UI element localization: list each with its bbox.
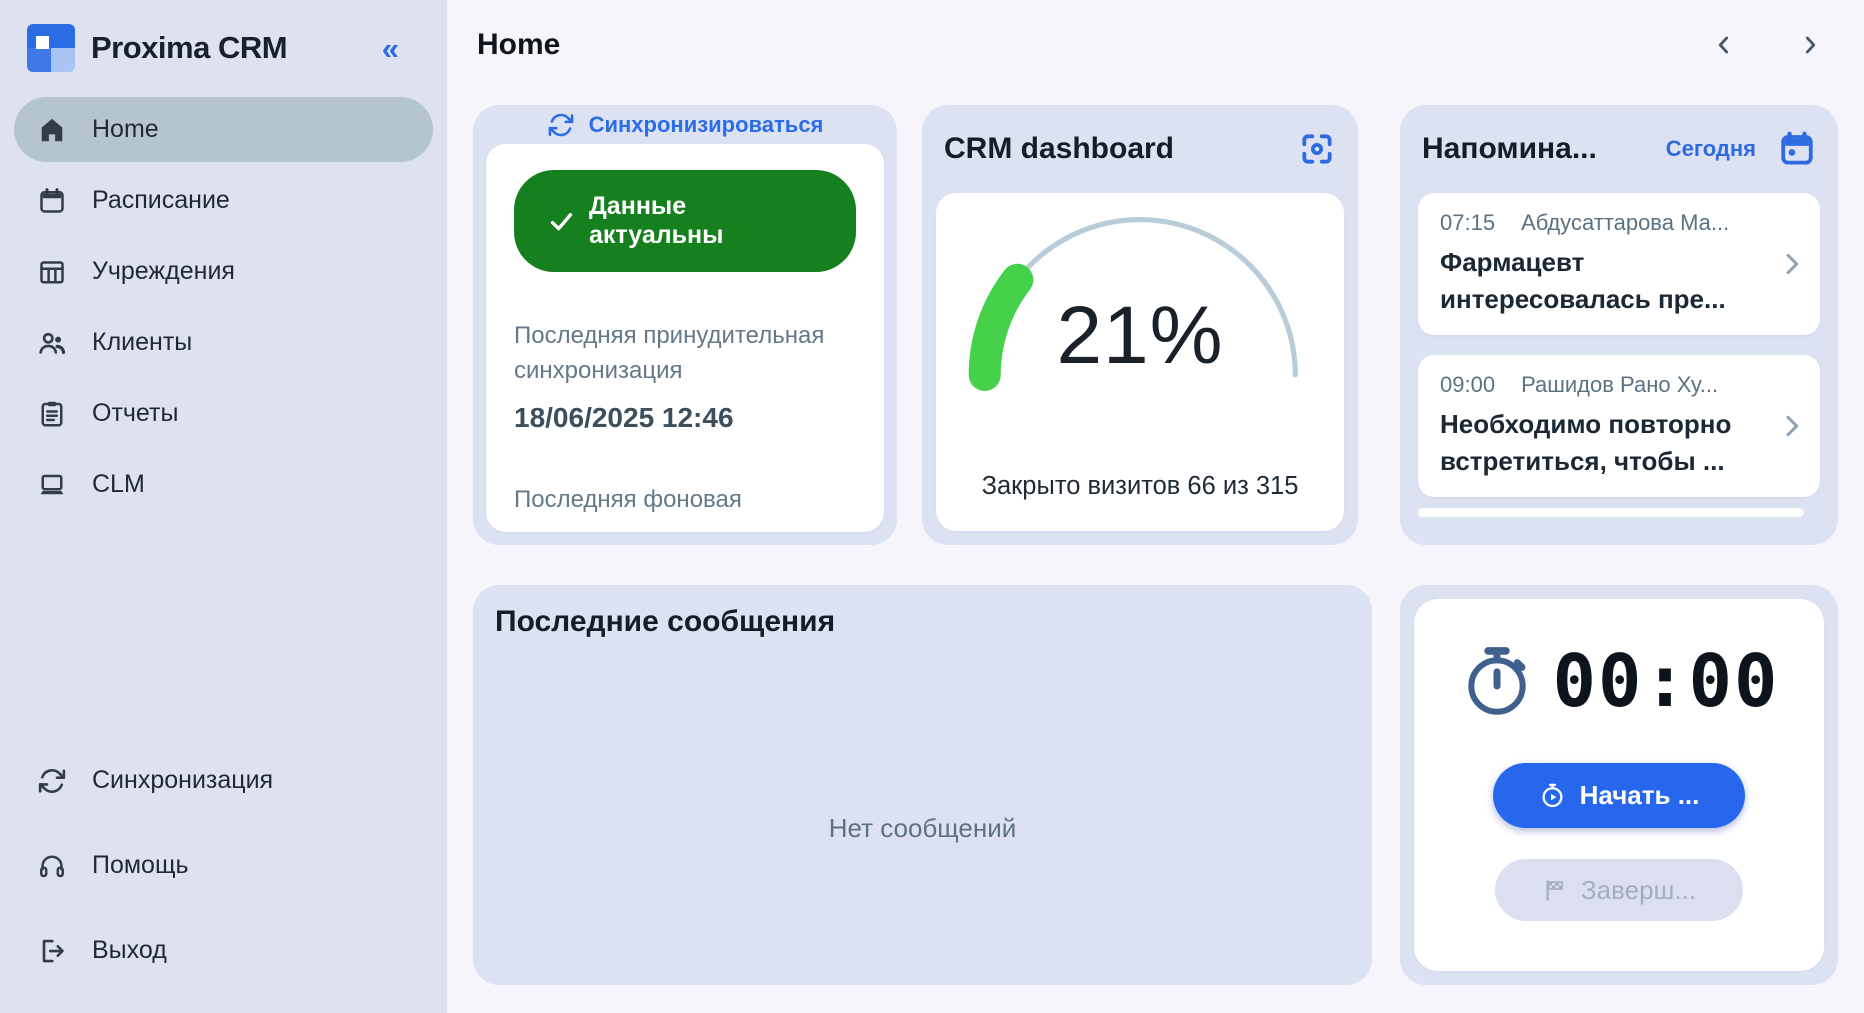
crm-dashboard-title: CRM dashboard (944, 132, 1175, 165)
sidebar-item-sync[interactable]: Синхронизация (14, 748, 433, 813)
reminder-text: Фармацевт интересовалась пре... (1440, 247, 1726, 314)
start-visit-button[interactable]: Начать ... (1493, 763, 1745, 828)
chevron-left-icon[interactable] (1710, 31, 1738, 59)
gauge-panel: 21% Закрыто визитов 66 из 315 (936, 193, 1344, 531)
last-background-sync-label: Последняя фоновая (514, 486, 742, 513)
reminders-title: Напомина... (1422, 132, 1597, 165)
start-visit-label: Начать ... (1579, 780, 1700, 810)
chevron-right-icon[interactable] (1776, 410, 1808, 442)
sidebar-item-label: CLM (92, 470, 145, 498)
visits-gauge (968, 217, 1298, 391)
stopwatch-icon (1459, 643, 1535, 719)
today-link[interactable]: Сегодня (1665, 136, 1756, 161)
logout-icon (36, 935, 68, 967)
reports-icon (36, 398, 68, 430)
sidebar-footer: Синхронизация Помощь (0, 748, 447, 983)
calendar-icon (36, 185, 68, 217)
crm-dashboard-header: CRM dashboard (922, 105, 1358, 193)
start-timer-icon (1539, 782, 1566, 809)
main-content: Home Синхронизиров (447, 0, 1864, 1013)
clients-icon (36, 327, 68, 359)
status-badge-label: Данные актуальны (589, 192, 724, 249)
sidebar-item-label: Отчеты (92, 399, 179, 427)
sidebar-item-home[interactable]: Home (14, 97, 433, 162)
sidebar-item-facilities[interactable]: Учреждения (14, 239, 433, 304)
sidebar-header: Proxima CRM « (0, 22, 447, 74)
reminder-time: 07:15 (1440, 210, 1496, 235)
sidebar-item-schedule[interactable]: Расписание (14, 168, 433, 233)
sidebar-item-label: Выход (92, 936, 167, 964)
app-title: Proxima CRM (91, 30, 288, 65)
timer-panel: 00:00 Начать ... (1414, 599, 1824, 971)
crm-dashboard-card: CRM dashboard 21% Закрыто (922, 105, 1358, 545)
sidebar: Proxima CRM « Home Расписание (0, 0, 447, 1013)
reminder-text: Необходимо повторно встретиться, чтобы .… (1440, 409, 1732, 476)
chevron-right-icon[interactable] (1796, 31, 1824, 59)
reminders-header: Напомина... Сегодня (1400, 105, 1838, 193)
last-forced-sync-value: 18/06/2025 12:46 (514, 402, 734, 433)
facility-icon (36, 256, 68, 288)
sync-icon (36, 765, 68, 797)
main-header: Home (477, 28, 1824, 62)
headset-icon (36, 850, 68, 882)
sync-now-button[interactable]: Синхронизироваться (473, 105, 897, 144)
gauge-progress (968, 263, 1034, 391)
laptop-icon (36, 469, 68, 501)
calendar-picker-icon[interactable] (1778, 130, 1816, 168)
reminders-card: Напомина... Сегодня (1400, 105, 1838, 545)
reminder-client: Абдусаттарова Ма... (1521, 210, 1730, 235)
messages-card: Последние сообщения Нет сообщений (473, 585, 1372, 985)
sidebar-item-label: Помощь (92, 851, 189, 879)
chevron-right-icon[interactable] (1776, 248, 1808, 280)
sidebar-item-label: Клиенты (92, 328, 193, 356)
sidebar-nav: Home Расписание (0, 97, 447, 523)
reminder-client: Рашидов Рано Ху... (1521, 372, 1719, 397)
reminder-item[interactable]: 09:00 Рашидов Рано Ху... Необходимо повт… (1418, 355, 1820, 497)
gauge-caption: Закрыто визитов 66 из 315 (981, 472, 1299, 500)
sidebar-item-label: Учреждения (92, 257, 235, 285)
messages-title: Последние сообщения (495, 605, 836, 638)
sidebar-item-label: Синхронизация (92, 766, 274, 794)
sync-card: Синхронизироваться Данные актуальны Посл… (473, 105, 897, 545)
home-icon (36, 114, 68, 146)
finish-visit-button[interactable]: Заверш... (1495, 859, 1743, 921)
sync-status-panel: Данные актуальны Последняя принудительна… (486, 144, 884, 532)
check-icon (548, 208, 575, 235)
sidebar-item-clm[interactable]: CLM (14, 452, 433, 517)
reminder-item[interactable]: 07:15 Абдусаттарова Ма... Фармацевт инте… (1418, 193, 1820, 335)
sidebar-item-label: Расписание (92, 186, 230, 214)
pager (1710, 31, 1824, 59)
gauge-percent-label: 21% (1056, 290, 1224, 381)
timer-card: 00:00 Начать ... (1400, 585, 1838, 985)
sidebar-item-help[interactable]: Помощь (14, 833, 433, 898)
timer-value: 00:00 (1552, 639, 1780, 723)
app-logo (27, 24, 75, 72)
reminders-list: 07:15 Абдусаттарова Ма... Фармацевт инте… (1400, 193, 1838, 517)
reminder-item-partial (1418, 508, 1804, 517)
sidebar-item-label: Home (92, 115, 159, 143)
last-forced-sync-label: Последняя принудительная синхронизация (514, 322, 825, 384)
expand-icon[interactable] (1298, 130, 1336, 168)
sidebar-collapse-icon[interactable]: « (381, 30, 399, 66)
sync-now-label: Синхронизироваться (588, 111, 824, 137)
sidebar-item-reports[interactable]: Отчеты (14, 381, 433, 446)
page-title: Home (477, 28, 561, 61)
finish-flag-icon (1542, 878, 1567, 903)
sidebar-item-logout[interactable]: Выход (14, 918, 433, 983)
status-badge: Данные актуальны (514, 170, 856, 272)
reminder-time: 09:00 (1440, 372, 1496, 397)
messages-empty-text: Нет сообщений (828, 813, 1017, 843)
finish-visit-label: Заверш... (1580, 874, 1697, 905)
sync-icon (547, 111, 575, 139)
sidebar-item-clients[interactable]: Клиенты (14, 310, 433, 375)
